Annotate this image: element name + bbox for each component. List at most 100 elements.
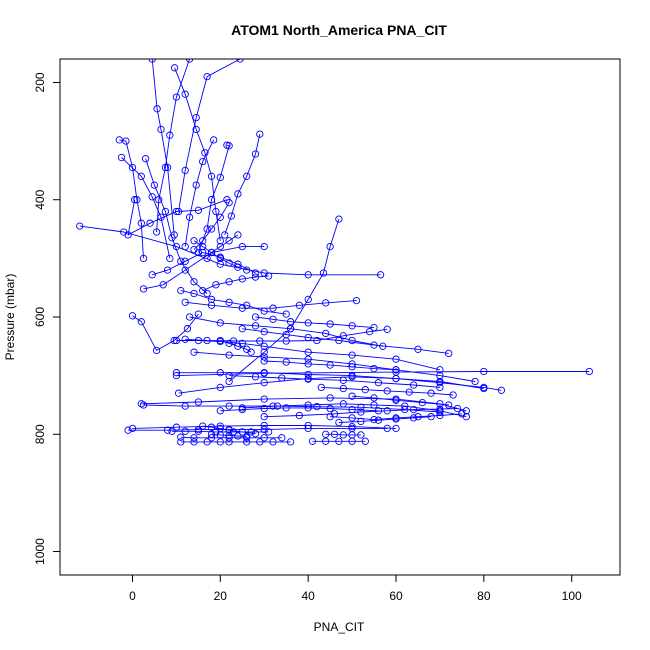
data-point [251,430,260,438]
data-point [168,427,176,435]
series-7 [181,136,218,251]
series-line [141,397,467,412]
data-point [124,426,132,434]
data-point [137,318,145,326]
data-point [304,375,312,383]
data-point [174,389,183,397]
series-17 [181,296,361,312]
series-24 [174,373,488,397]
series-layer [76,59,593,446]
data-point [225,434,233,442]
series-line [119,139,144,259]
data-point [339,400,347,408]
data-point [139,285,148,293]
data-point [251,322,260,330]
data-point [348,405,356,414]
series-34 [177,433,286,442]
data-point [436,411,444,420]
data-point [370,394,378,402]
data-point [414,345,422,353]
data-point [225,402,233,410]
series-line [176,340,441,371]
data-point [170,64,179,72]
data-point [181,166,189,175]
series-48 [203,231,242,263]
data-point [216,383,224,392]
data-point [436,371,444,380]
data-point [203,254,211,263]
data-point [392,396,400,404]
data-point [168,234,176,242]
data-point [153,105,161,113]
data-point [264,428,273,436]
data-point [159,281,167,289]
data-point [183,325,192,333]
x-axis: 0 20 40 60 80 100 [129,575,582,603]
series-line [330,413,462,421]
data-point [304,333,312,342]
data-point [199,242,207,251]
data-point [210,136,218,144]
data-point [238,304,246,312]
data-point [234,263,242,271]
series-line [185,300,357,309]
data-point [157,125,165,134]
data-point [251,269,260,277]
data-point [339,332,347,340]
data-point [199,237,207,245]
series-26 [139,401,444,416]
data-point [348,363,356,371]
data-point [152,346,161,355]
data-point [190,278,198,286]
data-point [260,357,268,365]
data-point [409,381,418,389]
data-point [260,342,268,350]
data-point [216,336,224,345]
series-line [185,328,388,342]
series-line [143,404,440,413]
series-36 [308,437,369,445]
data-point [152,228,161,236]
data-point [229,428,238,436]
data-point [225,339,233,348]
series-line [264,408,458,418]
x-tick-label: 0 [129,589,136,603]
data-point [172,336,181,345]
data-point [409,405,418,414]
data-point [207,301,216,309]
data-point [190,348,198,356]
series-18 [185,313,387,350]
series-19 [181,325,391,345]
data-point [304,355,312,363]
data-point [282,310,290,318]
data-point [137,219,145,227]
series-10 [124,196,231,239]
series-line [178,59,241,212]
data-point [326,394,334,402]
data-point [335,215,343,223]
data-point [339,431,347,439]
series-line [264,360,397,371]
data-point [383,387,391,395]
data-point [247,428,255,436]
data-point [238,275,246,283]
data-point [203,225,211,233]
series-49 [216,336,255,356]
data-point [225,199,233,207]
data-point [278,434,286,442]
data-point [236,59,244,63]
data-point [190,289,198,298]
series-line [121,157,171,259]
data-point [234,231,242,239]
series-47 [190,199,233,254]
data-point [225,426,233,434]
data-point [163,426,172,434]
data-point [260,242,268,251]
data-point [326,413,334,421]
data-point [238,325,246,333]
data-point [216,237,224,245]
data-point [383,325,391,333]
series-line [174,67,221,241]
data-point [304,404,312,412]
data-point [148,59,156,63]
